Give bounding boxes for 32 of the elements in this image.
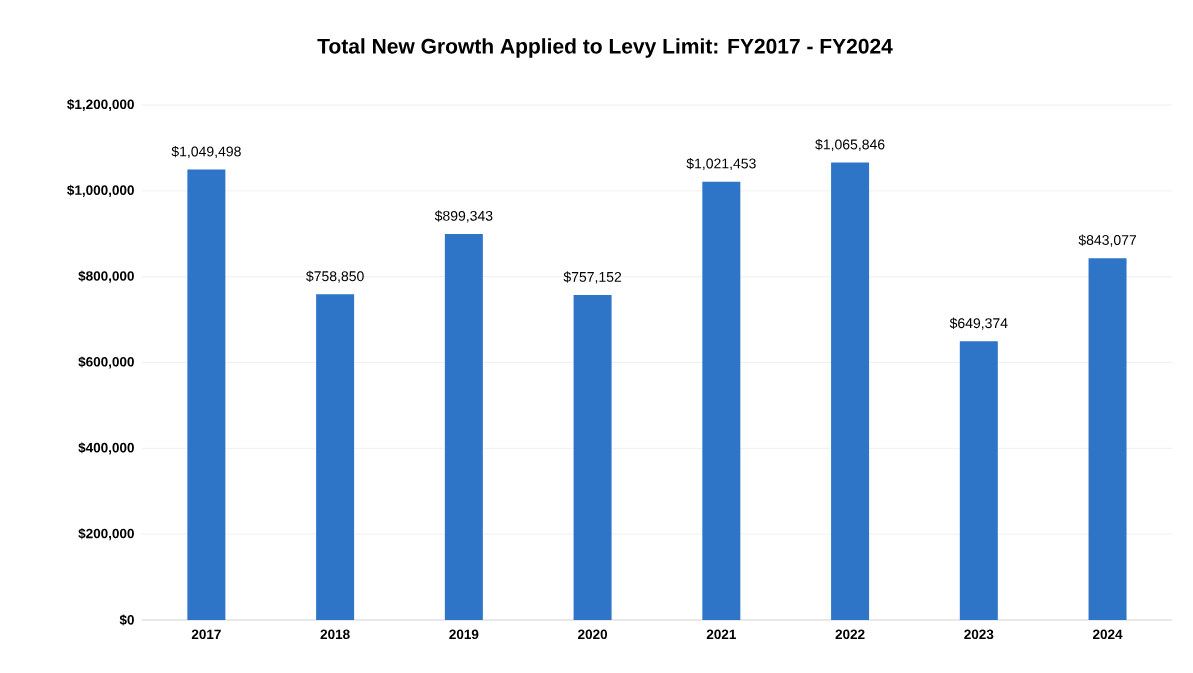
y-tick-label: $1,000,000 [67,184,134,197]
data-label: $843,077 [1078,234,1137,247]
y-tick-label: $400,000 [78,442,134,455]
y-tick-label: $0 [119,614,134,626]
data-label: $899,343 [434,210,493,223]
y-tick-label: $800,000 [78,270,134,283]
chart-title: Total New Growth Applied to Levy Limit: FY2017 - FY2024 [317,38,893,58]
bar [831,162,870,620]
x-tick-label: 2018 [320,629,350,640]
bar [573,295,612,620]
x-tick-label: 2024 [1093,629,1123,640]
bar [316,294,355,620]
y-tick-label: $200,000 [78,528,134,541]
x-tick-label: 2022 [835,629,865,640]
data-label: $758,850 [306,270,364,283]
data-label: $1,021,453 [686,157,756,171]
data-label: $1,065,846 [815,138,885,152]
x-tick-label: 2017 [191,629,221,640]
x-tick-label: 2023 [964,629,994,640]
bar [444,234,483,620]
bar [1088,258,1127,620]
x-tick-label: 2021 [706,629,736,640]
y-tick-label: $600,000 [78,356,134,369]
data-label: $1,049,498 [171,145,241,159]
data-label: $649,374 [949,317,1008,330]
x-tick-label: 2019 [449,629,479,640]
y-tick-label: $1,200,000 [67,98,134,112]
bar [702,181,741,620]
x-tick-label: 2020 [578,629,608,640]
bar [187,169,226,620]
bar [959,341,998,620]
data-label: $757,152 [563,271,622,284]
